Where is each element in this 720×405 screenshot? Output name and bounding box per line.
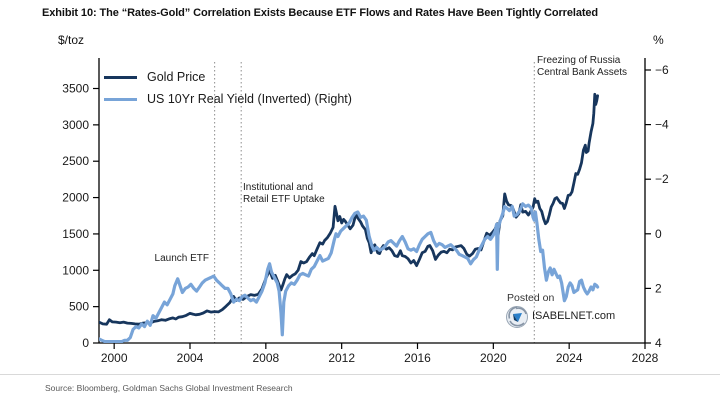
isabelnet-logo-icon <box>506 306 528 328</box>
annotation-launch-etf: Launch ETF <box>154 253 209 264</box>
svg-text:1000: 1000 <box>62 263 89 277</box>
svg-text:2500: 2500 <box>62 154 89 168</box>
svg-text:2: 2 <box>655 281 662 295</box>
series-line-gold-price <box>99 92 599 326</box>
svg-text:2024: 2024 <box>556 351 583 365</box>
chart-legend: Gold Price US 10Yr Real Yield (Inverted)… <box>104 66 352 110</box>
legend-label-yield: US 10Yr Real Yield (Inverted) (Right) <box>147 92 352 106</box>
legend-label-gold: Gold Price <box>147 70 206 84</box>
svg-text:2016: 2016 <box>404 351 431 365</box>
svg-text:500: 500 <box>69 300 89 314</box>
legend-item-yield: US 10Yr Real Yield (Inverted) (Right) <box>104 88 352 110</box>
gold-price-line-swatch <box>104 75 137 79</box>
svg-text:2004: 2004 <box>177 351 204 365</box>
svg-text:−4: −4 <box>655 118 669 132</box>
svg-text:2028: 2028 <box>632 351 659 365</box>
annotation-etf-uptake: Institutional and Retail ETF Uptake <box>243 182 325 205</box>
svg-text:3500: 3500 <box>62 82 89 96</box>
legend-item-gold: Gold Price <box>104 66 352 88</box>
left-axis-unit-label: $/toz <box>58 33 85 47</box>
svg-text:2000: 2000 <box>62 191 89 205</box>
watermark-isabelnet: ISABELNET.com <box>532 310 616 322</box>
svg-text:0: 0 <box>655 227 662 241</box>
svg-text:3000: 3000 <box>62 118 89 132</box>
series-line-real-yield <box>99 202 600 343</box>
chart-title: Exhibit 10: The “Rates-Gold” Correlation… <box>42 7 599 19</box>
svg-text:2000: 2000 <box>101 351 128 365</box>
svg-text:2008: 2008 <box>252 351 279 365</box>
right-axis-unit-label: % <box>653 33 664 47</box>
watermark-posted-on: Posted on <box>507 292 555 304</box>
footer-divider <box>0 374 720 375</box>
annotation-russia-assets: Freezing of Russia Central Bank Assets <box>537 55 628 78</box>
svg-text:−6: −6 <box>655 63 669 77</box>
svg-text:2012: 2012 <box>328 351 355 365</box>
svg-text:−2: −2 <box>655 172 669 186</box>
svg-text:1500: 1500 <box>62 227 89 241</box>
svg-text:2020: 2020 <box>480 351 507 365</box>
source-note: Source: Bloomberg, Goldman Sachs Global … <box>45 383 293 393</box>
svg-text:4: 4 <box>655 336 662 350</box>
svg-text:0: 0 <box>82 336 89 350</box>
real-yield-line-swatch <box>104 97 137 101</box>
